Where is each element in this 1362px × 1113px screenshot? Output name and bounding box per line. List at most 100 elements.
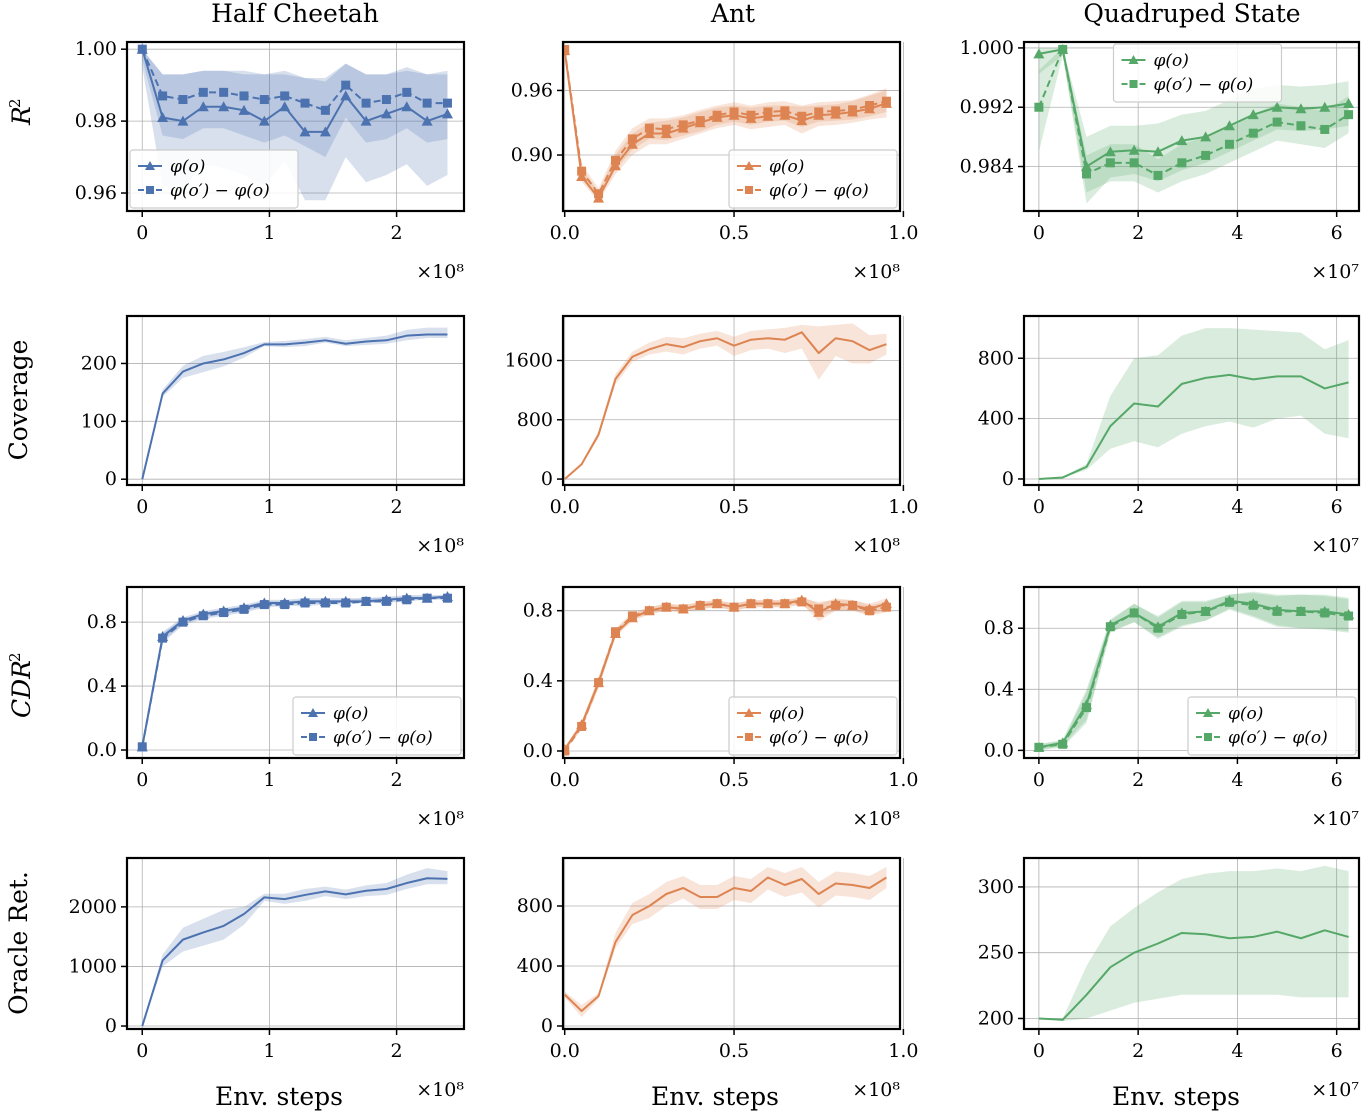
legend-marker <box>1204 733 1212 741</box>
data-point <box>1272 117 1282 127</box>
data-point <box>177 115 189 126</box>
data-point <box>695 116 705 126</box>
x-tick-label: 0 <box>1033 1040 1045 1062</box>
data-point <box>1247 109 1259 120</box>
column-title-quadruped-state: Quadruped State <box>1083 0 1300 28</box>
data-point <box>1177 158 1187 168</box>
legend-marker <box>745 186 753 194</box>
legend-label: φ(o′) − φ(o) <box>333 728 433 748</box>
x-tick-label: 1.0 <box>888 1040 918 1062</box>
data-point <box>1296 121 1306 131</box>
series-line <box>141 333 448 480</box>
y-tick-label: 200 <box>81 352 117 374</box>
legend-marker <box>1128 55 1139 64</box>
axes-frame <box>1022 585 1361 760</box>
x-tick-label: 1 <box>263 769 275 791</box>
x-tick-label: 0 <box>136 222 148 244</box>
y-tick-label: 0.0 <box>87 739 117 761</box>
data-point <box>678 120 688 130</box>
data-point <box>442 98 452 108</box>
y-tick-label: 0.98 <box>75 110 117 132</box>
y-tick-label: 1600 <box>505 349 553 371</box>
data-point <box>380 108 392 119</box>
data-point <box>1224 597 1234 607</box>
data-point <box>610 155 620 165</box>
x-tick-label: 4 <box>1231 222 1243 244</box>
x-tick-label: 2 <box>391 222 403 244</box>
legend-box <box>129 149 299 209</box>
y-tick-label: 300 <box>978 876 1014 898</box>
data-point <box>1177 609 1187 619</box>
y-tick-label: 0.992 <box>960 96 1014 118</box>
series-line <box>141 48 448 112</box>
y-tick-label: 250 <box>978 942 1014 964</box>
data-point <box>814 604 824 614</box>
axes-frame <box>125 314 466 487</box>
data-point <box>1272 606 1282 616</box>
svg-text:2: 2 <box>6 652 24 662</box>
y-tick-label: 100 <box>81 410 117 432</box>
data-point <box>319 126 331 137</box>
y-tick-label: 0 <box>541 468 553 490</box>
data-point <box>381 95 391 105</box>
y-tick-label: 1.000 <box>960 37 1014 59</box>
data-point <box>280 600 290 610</box>
data-point <box>797 111 807 121</box>
data-point <box>712 110 722 120</box>
y-tick-label: 1.00 <box>75 38 117 60</box>
data-point <box>218 101 230 112</box>
data-point <box>421 115 433 126</box>
data-point <box>422 593 432 603</box>
data-point <box>259 95 269 105</box>
x-tick-label: 6 <box>1331 222 1343 244</box>
legend-marker <box>1203 708 1213 717</box>
legend-marker <box>744 161 754 170</box>
series-line <box>1038 929 1349 1021</box>
data-point <box>1201 150 1211 160</box>
legend-marker <box>146 186 154 194</box>
x-axis-multiplier: ×10⁸ <box>416 535 464 557</box>
data-point <box>1248 600 1258 610</box>
confidence-band <box>142 868 448 1027</box>
legend-label: φ(o′) − φ(o) <box>1154 75 1254 95</box>
y-tick-label: 0.8 <box>984 617 1014 639</box>
axes-frame <box>125 585 466 760</box>
data-point <box>1129 158 1139 168</box>
data-point <box>881 602 891 612</box>
data-point <box>300 598 310 608</box>
svg-text:CDR: CDR <box>7 660 36 718</box>
data-point <box>1201 606 1211 616</box>
data-point <box>626 138 638 149</box>
data-point <box>1104 146 1116 157</box>
x-tick-label: 1.0 <box>888 496 918 518</box>
chart-hc-r2: 0 1 2 0.96 0.98 1.00 ×10⁸ φ(o) φ(o′) − φ(o) <box>75 38 466 283</box>
data-point <box>197 101 209 112</box>
x-tick-label: 2 <box>391 769 403 791</box>
x-tick-label: 0.5 <box>719 222 749 244</box>
x-tick-label: 2 <box>1132 1040 1144 1062</box>
axes-frame <box>561 856 902 1031</box>
x-tick-label: 2 <box>1132 769 1144 791</box>
data-point <box>661 602 671 612</box>
data-point <box>594 678 604 688</box>
y-tick-label: 0.4 <box>984 678 1014 700</box>
y-tick-label: 400 <box>517 955 553 977</box>
y-tick-label: 800 <box>978 347 1014 369</box>
row-label-oracle-return: Oracle Ret. <box>4 871 33 1015</box>
x-tick-label: 0 <box>1033 222 1045 244</box>
data-point <box>1152 146 1164 157</box>
confidence-band <box>1038 47 1349 193</box>
y-tick-label: 0.96 <box>75 182 117 204</box>
x-tick-label: 1.0 <box>888 769 918 791</box>
x-axis-multiplier: ×10⁸ <box>416 1079 464 1101</box>
legend-box <box>1187 696 1357 756</box>
y-tick-label: 400 <box>978 408 1014 430</box>
x-tick-label: 6 <box>1331 769 1343 791</box>
chart-quad-ret: 0 2 4 6 200 250 300 ×10⁷ <box>978 856 1361 1101</box>
data-point <box>401 101 413 112</box>
x-tick-label: 0 <box>136 769 148 791</box>
data-point <box>563 746 570 756</box>
chart-hc-cdr: 0 1 2 0.0 0.4 0.8 ×10⁸ φ(o) φ(o′) − φ(o) <box>87 585 466 830</box>
data-point <box>1320 608 1330 618</box>
